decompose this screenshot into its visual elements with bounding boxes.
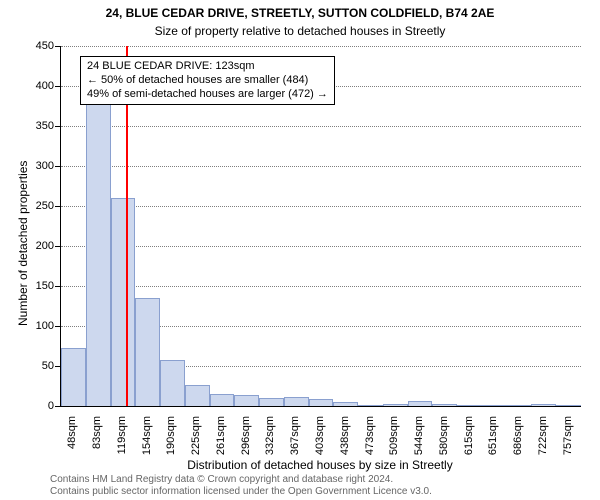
histogram-bar — [160, 360, 185, 406]
x-tick-label: 473sqm — [364, 416, 376, 455]
y-tick-label: 350 — [0, 120, 54, 132]
histogram-bar — [111, 198, 136, 406]
annotation-box: 24 BLUE CEDAR DRIVE: 123sqm ← 50% of det… — [80, 56, 335, 105]
x-tick-label: 332sqm — [264, 416, 276, 455]
histogram-bar — [284, 397, 309, 406]
footer-line-2: Contains public sector information licen… — [50, 486, 432, 497]
histogram-bar — [556, 405, 581, 406]
histogram-bar — [531, 404, 556, 406]
chart-container: { "title": "24, BLUE CEDAR DRIVE, STREET… — [0, 0, 600, 500]
histogram-bar — [234, 395, 259, 406]
histogram-bar — [482, 405, 507, 406]
histogram-bar — [259, 398, 284, 406]
annotation-line-3: 49% of semi-detached houses are larger (… — [87, 88, 328, 102]
histogram-bar — [432, 404, 457, 406]
x-tick-label: 225sqm — [190, 416, 202, 455]
histogram-bar — [383, 404, 408, 406]
x-tick-label: 651sqm — [487, 416, 499, 455]
x-tick-label: 544sqm — [413, 416, 425, 455]
x-tick-label: 119sqm — [116, 416, 128, 454]
x-axis-label: Distribution of detached houses by size … — [60, 458, 580, 472]
gridline — [61, 206, 581, 207]
histogram-bar — [61, 348, 86, 406]
histogram-bar — [185, 385, 210, 406]
chart-subtitle: Size of property relative to detached ho… — [0, 24, 600, 38]
histogram-bar — [135, 298, 160, 406]
y-tick-label: 100 — [0, 320, 54, 332]
annotation-line-2: ← 50% of detached houses are smaller (48… — [87, 74, 328, 88]
histogram-bar — [408, 401, 433, 406]
x-tick-label: 615sqm — [463, 416, 475, 455]
y-tick-label: 50 — [0, 360, 54, 372]
y-tick-label: 200 — [0, 240, 54, 252]
x-tick-label: 757sqm — [562, 416, 574, 455]
histogram-bar — [457, 405, 482, 406]
gridline — [61, 46, 581, 47]
y-tick-label: 450 — [0, 40, 54, 52]
x-tick-label: 509sqm — [388, 416, 400, 455]
histogram-bar — [358, 405, 383, 406]
x-tick-label: 154sqm — [141, 416, 153, 455]
x-tick-label: 261sqm — [215, 416, 227, 455]
x-tick-label: 367sqm — [289, 416, 301, 455]
x-tick-label: 686sqm — [512, 416, 524, 455]
x-tick-label: 722sqm — [537, 416, 549, 455]
y-tick-label: 400 — [0, 80, 54, 92]
gridline — [61, 126, 581, 127]
x-tick-label: 48sqm — [66, 416, 78, 449]
chart-title: 24, BLUE CEDAR DRIVE, STREETLY, SUTTON C… — [0, 6, 600, 20]
x-tick-label: 438sqm — [339, 416, 351, 455]
x-tick-label: 83sqm — [91, 416, 103, 449]
footer-line-1: Contains HM Land Registry data © Crown c… — [50, 474, 393, 485]
x-tick-label: 403sqm — [314, 416, 326, 455]
histogram-bar — [507, 405, 532, 406]
histogram-bar — [210, 394, 235, 406]
y-tick-label: 300 — [0, 160, 54, 172]
histogram-bar — [333, 402, 358, 406]
y-tick-label: 250 — [0, 200, 54, 212]
y-tick-label: 150 — [0, 280, 54, 292]
histogram-bar — [86, 104, 111, 406]
x-tick-label: 296sqm — [240, 416, 252, 455]
gridline — [61, 166, 581, 167]
x-tick-label: 580sqm — [438, 416, 450, 455]
gridline — [61, 246, 581, 247]
x-tick-label: 190sqm — [165, 416, 177, 455]
annotation-line-1: 24 BLUE CEDAR DRIVE: 123sqm — [87, 60, 328, 74]
y-tick-label: 0 — [0, 400, 54, 412]
gridline — [61, 286, 581, 287]
histogram-bar — [309, 399, 334, 406]
